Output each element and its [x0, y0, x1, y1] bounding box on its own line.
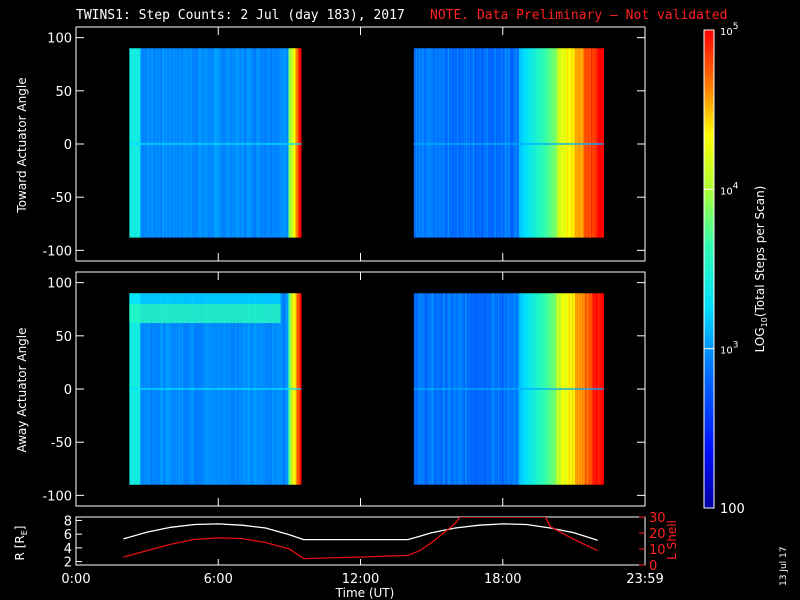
preliminary-note: NOTE. Data Preliminary — Not validated: [430, 8, 728, 23]
lshell-tick-label: 30: [649, 511, 666, 526]
r-axis-label-sub: E: [20, 530, 29, 535]
away-axis-label: Away Actuator Angle: [15, 327, 29, 452]
lshell-axis-label: L Shell: [665, 520, 679, 560]
elevated-band: [129, 303, 281, 324]
r-tick-label: 8: [64, 514, 72, 529]
heatmap-block: [129, 48, 302, 238]
time-tick-label: 0:00: [61, 572, 90, 587]
zero-angle-stripe: [413, 387, 604, 390]
colorbar-label-base: LOG: [753, 327, 767, 352]
colorbar-tick-label: 100: [720, 502, 745, 517]
y-tick-label: 50: [55, 330, 72, 345]
y-tick-label: -50: [51, 191, 72, 206]
zero-angle-stripe: [129, 387, 302, 390]
r-series-line: [123, 523, 598, 541]
elevated-band-edge: [129, 293, 281, 304]
title-row: TWINS1: Step Counts: 2 Jul (day 183), 20…: [0, 8, 800, 26]
y-tick-label: 50: [55, 85, 72, 100]
colorbar-tick-label: 105: [720, 22, 738, 38]
y-tick-label: 0: [64, 383, 72, 398]
lshell-series-line: [123, 517, 598, 560]
y-tick-label: -100: [42, 244, 72, 259]
ephemeris-frame: [75, 516, 646, 566]
y-tick-label: -100: [42, 489, 72, 504]
y-tick-label: 100: [47, 32, 72, 47]
colorbar-tick-exp: 4: [733, 181, 739, 191]
lshell-tick-label: 20: [649, 527, 666, 542]
colorbar-tick-label: 104: [720, 181, 739, 197]
time-tick-label: 23:59: [626, 572, 663, 587]
y-tick-label: 0: [64, 138, 72, 153]
toward-heatmap-panel: 100 50 0 -50 -100: [42, 26, 646, 262]
zero-angle-stripe: [129, 142, 302, 145]
colorbar-gradient: [703, 29, 715, 509]
date-stamp: 13 Jul 17: [779, 547, 789, 587]
heatmap-block: [413, 293, 605, 485]
r-tick-label: 4: [64, 542, 72, 557]
lshell-tick-label: 10: [649, 543, 666, 558]
r-axis-label-end: ]: [13, 526, 27, 531]
zero-angle-stripe: [413, 142, 604, 145]
lshell-tick-label: 0: [649, 559, 657, 574]
colorbar-tick-exp: 3: [733, 341, 739, 351]
heatmap-block: [129, 293, 302, 485]
away-heatmap-panel: 100 50 0 -50 -100: [42, 271, 646, 507]
colorbar-label-sub: 10: [760, 317, 769, 327]
colorbar-tick-label: 103: [720, 341, 738, 357]
time-tick-label: 6:00: [204, 572, 233, 587]
time-tick-label: 12:00: [342, 572, 379, 587]
y-tick-label: -50: [51, 436, 72, 451]
colorbar-tick-exp: 5: [733, 22, 739, 32]
colorbar-label: LOG10(Total Steps per Scan): [753, 186, 769, 353]
r-axis-label-base: R [R: [13, 535, 27, 560]
colorbar-tick-base: 10: [720, 186, 733, 197]
r-axis-label: R [RE]: [13, 526, 29, 561]
colorbar-label-rest: (Total Steps per Scan): [753, 186, 767, 318]
y-tick-label: 100: [47, 277, 72, 292]
r-tick-label: 2: [64, 556, 72, 571]
colorbar-tick-base: 10: [720, 27, 733, 38]
heatmap-block: [413, 48, 605, 238]
x-axis-label: Time (UT): [335, 586, 395, 600]
chart-title: TWINS1: Step Counts: 2 Jul (day 183), 20…: [76, 8, 405, 23]
r-tick-label: 6: [64, 528, 72, 543]
toward-axis-label: Toward Actuator Angle: [15, 77, 29, 213]
colorbar-tick-base: 10: [720, 346, 733, 357]
time-tick-label: 18:00: [484, 572, 521, 587]
